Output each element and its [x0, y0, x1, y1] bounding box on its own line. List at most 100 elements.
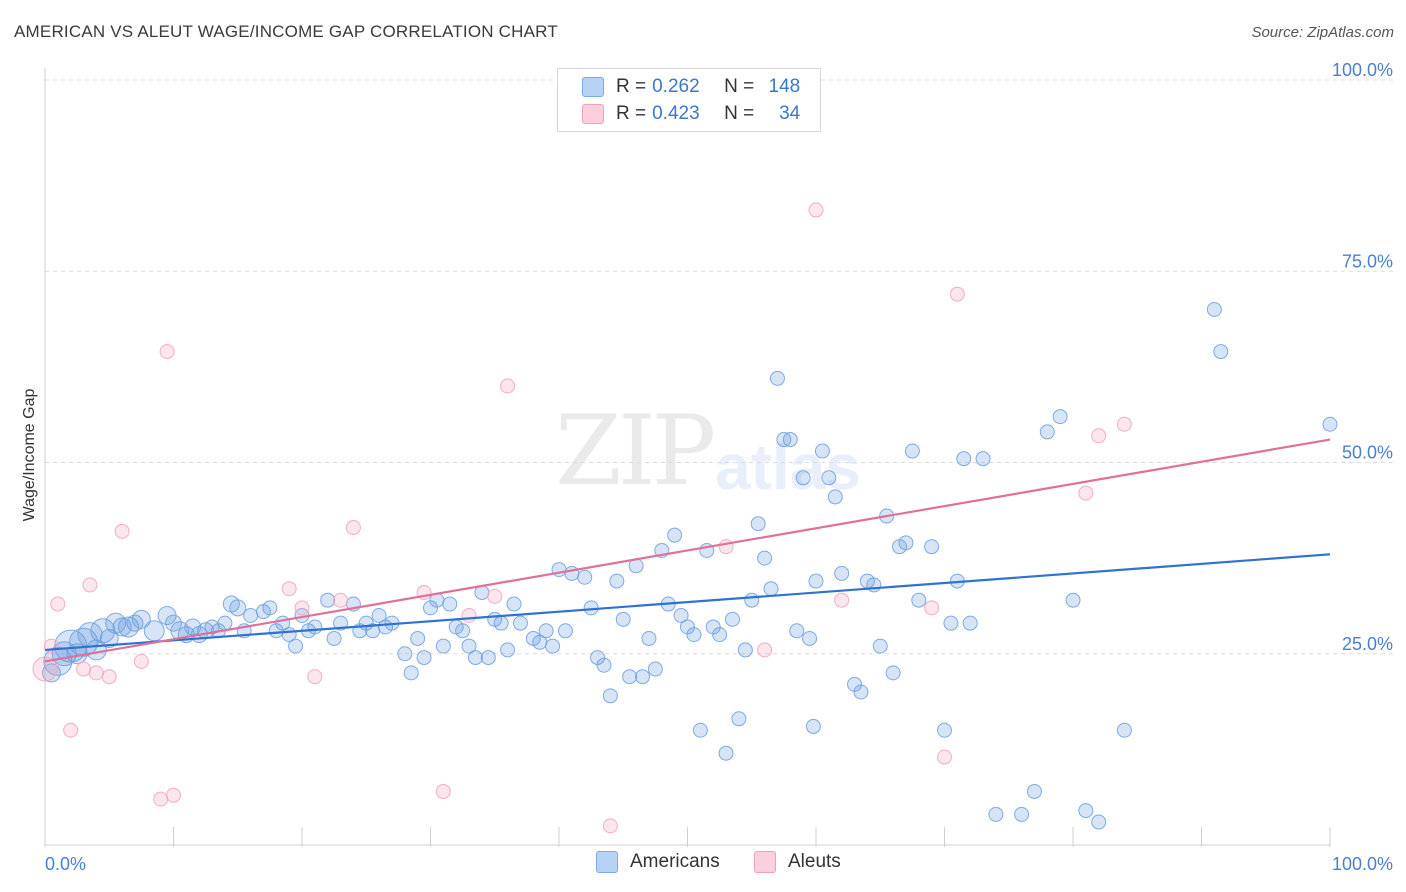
americans-point: [1014, 806, 1030, 822]
x-tick-label: 100.0%: [1332, 854, 1393, 874]
aleuts-point: [88, 665, 104, 681]
americans-point: [609, 573, 625, 589]
aleuts-point: [924, 600, 940, 616]
aleuts-point: [937, 749, 952, 765]
americans-point: [724, 611, 740, 627]
watermark-atlas: atlas: [715, 431, 861, 503]
trend-lines: [44, 438, 1331, 663]
americans-point: [937, 722, 952, 738]
aleuts-point: [1091, 428, 1107, 444]
americans-point: [821, 470, 837, 486]
americans-point: [680, 619, 695, 635]
legend-n-label: N =: [724, 103, 755, 124]
americans-point: [956, 451, 972, 467]
americans-point: [692, 722, 708, 738]
americans-point: [673, 608, 689, 623]
americans-point: [847, 676, 863, 692]
aleuts-point: [333, 592, 349, 608]
aleuts-point: [101, 669, 117, 685]
axis-labels: 25.0% 50.0% 75.0% 100.0% 0.0% 100.0% Wage/Inco…: [21, 60, 1393, 874]
americans-point: [243, 608, 259, 623]
americans-trend-line: [44, 553, 1331, 652]
aleuts-points: [32, 202, 1132, 834]
y-axis-title: Wage/Income Gap: [21, 389, 38, 522]
americans-point: [461, 638, 477, 654]
americans-point: [41, 663, 61, 683]
americans-point: [789, 623, 805, 639]
americans-point: [827, 489, 843, 505]
americans-point: [1322, 416, 1338, 432]
americans-point: [769, 370, 785, 386]
aleuts-point: [1078, 485, 1094, 501]
americans-point: [757, 550, 773, 566]
americans-point: [217, 615, 233, 631]
americans-point: [885, 665, 901, 681]
americans-point: [397, 646, 413, 662]
y-tick-label: 100.0%: [1332, 60, 1393, 80]
americans-point: [1052, 409, 1068, 425]
americans-point: [943, 615, 959, 631]
americans-point: [904, 443, 920, 459]
americans-point: [1213, 344, 1229, 360]
americans-point: [782, 432, 798, 448]
americans-point: [667, 527, 683, 543]
americans-point: [898, 535, 914, 551]
aleuts-point: [133, 653, 149, 669]
americans-point: [262, 600, 278, 616]
aleuts-point: [602, 818, 618, 834]
americans-point: [557, 623, 573, 639]
aleuts-point: [307, 669, 323, 685]
americans-point: [763, 581, 779, 597]
aleuts-point: [757, 642, 773, 658]
legend-swatch-aleuts: [582, 104, 604, 124]
aleuts-point: [500, 378, 516, 394]
americans-point: [229, 599, 247, 617]
americans-point: [814, 443, 830, 459]
americans-point: [911, 592, 927, 608]
americans-point: [500, 642, 516, 658]
legend-swatch-americans: [582, 77, 604, 97]
americans-point: [143, 620, 165, 642]
americans-point: [320, 592, 336, 608]
americans-point: [1091, 814, 1107, 830]
watermark-zip: ZIP: [555, 395, 716, 507]
aleuts-point: [808, 202, 824, 218]
americans-point: [435, 638, 451, 654]
bottom-legend-americans: Americans: [596, 851, 720, 873]
aleuts-point: [294, 600, 310, 616]
americans-point: [506, 596, 522, 612]
americans-point: [834, 565, 850, 581]
americans-point: [493, 615, 509, 631]
correlation-legend: R = 0.262 N = 148 R = 0.423 N = 34: [557, 68, 821, 132]
americans-point: [423, 600, 438, 616]
americans-point: [712, 627, 728, 643]
americans-point: [442, 596, 458, 612]
americans-point: [615, 611, 631, 627]
americans-point: [577, 569, 593, 585]
americans-point: [131, 609, 151, 629]
americans-point: [686, 627, 702, 643]
americans-point: [776, 432, 792, 448]
bottom-legend-swatch-aleuts: [754, 851, 776, 873]
americans-point: [545, 638, 561, 654]
aleuts-point: [166, 787, 181, 803]
aleuts-point: [435, 783, 451, 799]
americans-point: [924, 539, 940, 555]
americans-point: [802, 630, 818, 646]
americans-point: [635, 669, 651, 685]
americans-point: [118, 616, 140, 638]
gridlines: [45, 79, 1395, 655]
bottom-legend-swatch-americans: [596, 851, 618, 873]
aleuts-point: [32, 656, 58, 682]
americans-point: [455, 623, 471, 639]
americans-point: [872, 638, 888, 654]
aleuts-point: [1116, 416, 1132, 432]
x-tick-label: 0.0%: [45, 854, 86, 874]
americans-point: [718, 745, 734, 761]
legend-r-value: 0.423: [652, 103, 700, 124]
americans-point: [750, 516, 766, 532]
legend-row-americans: R = 0.262 N = 148: [582, 74, 800, 100]
americans-point: [538, 623, 554, 639]
americans-points: [41, 302, 1338, 830]
